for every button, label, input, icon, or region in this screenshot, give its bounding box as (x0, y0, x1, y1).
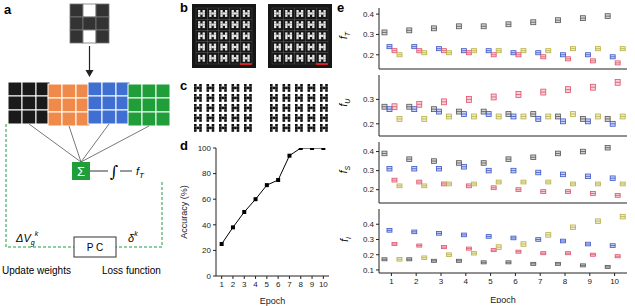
svg-text:40: 40 (202, 221, 211, 230)
svg-text:6: 6 (513, 277, 518, 286)
svg-text:a: a (8, 2, 12, 17)
svg-text:0.3: 0.3 (363, 166, 375, 175)
svg-text:δk: δk (128, 230, 138, 244)
svg-text:Loss function: Loss function (102, 265, 161, 276)
html-text:I: I (344, 236, 352, 239)
svg-text:2: 2 (414, 277, 419, 286)
svg-text:Σ: Σ (77, 164, 85, 179)
svg-text:0.4: 0.4 (363, 10, 375, 19)
svg-text:7: 7 (287, 280, 292, 289)
svg-text:0.2: 0.2 (363, 185, 375, 194)
svg-text:∫: ∫ (110, 162, 118, 181)
svg-text:0.2: 0.2 (363, 120, 375, 129)
svg-text:6: 6 (276, 280, 281, 289)
svg-text:80: 80 (202, 169, 211, 178)
svg-text:0: 0 (207, 272, 212, 281)
svg-text:0.3: 0.3 (363, 30, 375, 39)
svg-text:10: 10 (610, 277, 619, 286)
svg-text:4: 4 (464, 277, 469, 286)
html-text:f: f (338, 238, 350, 242)
svg-text:4: 4 (253, 280, 258, 289)
html-text:e: e (337, 0, 345, 15)
svg-text:b: b (180, 0, 188, 15)
svg-text:fT: fT (136, 165, 145, 180)
svg-text:5: 5 (265, 280, 270, 289)
svg-text:P C: P C (87, 242, 104, 253)
svg-text:100: 100 (198, 144, 212, 153)
svg-text:3: 3 (242, 280, 247, 289)
html-text:S: S (344, 165, 352, 171)
svg-text:Accuracy (%): Accuracy (%) (179, 185, 189, 239)
svg-text:7: 7 (538, 277, 543, 286)
svg-text:Epoch: Epoch (260, 296, 286, 306)
svg-text:ΔVgk: ΔVgk (15, 230, 39, 247)
svg-text:20: 20 (202, 246, 211, 255)
svg-text:0.3: 0.3 (363, 95, 375, 104)
svg-text:10: 10 (319, 280, 328, 289)
svg-text:3: 3 (439, 277, 444, 286)
svg-text:1: 1 (219, 280, 224, 289)
svg-text:8: 8 (299, 280, 304, 289)
svg-text:0.4: 0.4 (363, 220, 375, 229)
html-text:T: T (344, 32, 352, 37)
svg-text:2: 2 (231, 280, 236, 289)
svg-text:0.2: 0.2 (363, 251, 375, 260)
html-text:f: f (338, 170, 350, 174)
html-text:d: d (180, 138, 188, 153)
svg-text:0.2: 0.2 (363, 51, 375, 60)
svg-text:Epoch: Epoch (490, 295, 516, 303)
svg-text:9: 9 (310, 280, 315, 289)
svg-text:1: 1 (389, 277, 394, 286)
svg-text:5: 5 (488, 277, 493, 286)
svg-text:c: c (180, 78, 187, 93)
html-text:U: U (344, 98, 352, 104)
html-text:f: f (338, 36, 350, 39)
svg-text:8: 8 (563, 277, 568, 286)
svg-text:Update weights: Update weights (8, 265, 71, 276)
svg-text:0.4: 0.4 (363, 147, 375, 156)
svg-text:0.3: 0.3 (363, 235, 375, 244)
svg-text:9: 9 (588, 277, 593, 286)
svg-text:0.1: 0.1 (363, 266, 375, 275)
svg-text:60: 60 (202, 195, 211, 204)
html-text:f: f (338, 103, 350, 107)
